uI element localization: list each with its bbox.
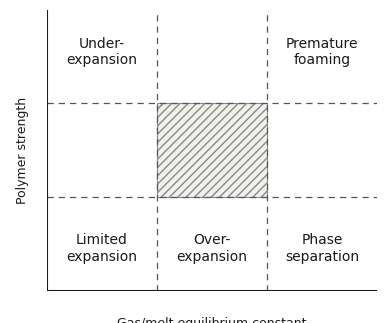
Text: Limited
expansion: Limited expansion [66,234,137,264]
Text: Gas/melt equilibrium constant: Gas/melt equilibrium constant [117,317,307,323]
Text: Premature
foaming: Premature foaming [286,37,359,67]
Text: Under-
expansion: Under- expansion [66,37,137,67]
Text: Over-
expansion: Over- expansion [177,234,247,264]
Text: Phase
separation: Phase separation [285,234,359,264]
Text: Polymer strength: Polymer strength [16,97,29,204]
Bar [157,103,267,197]
